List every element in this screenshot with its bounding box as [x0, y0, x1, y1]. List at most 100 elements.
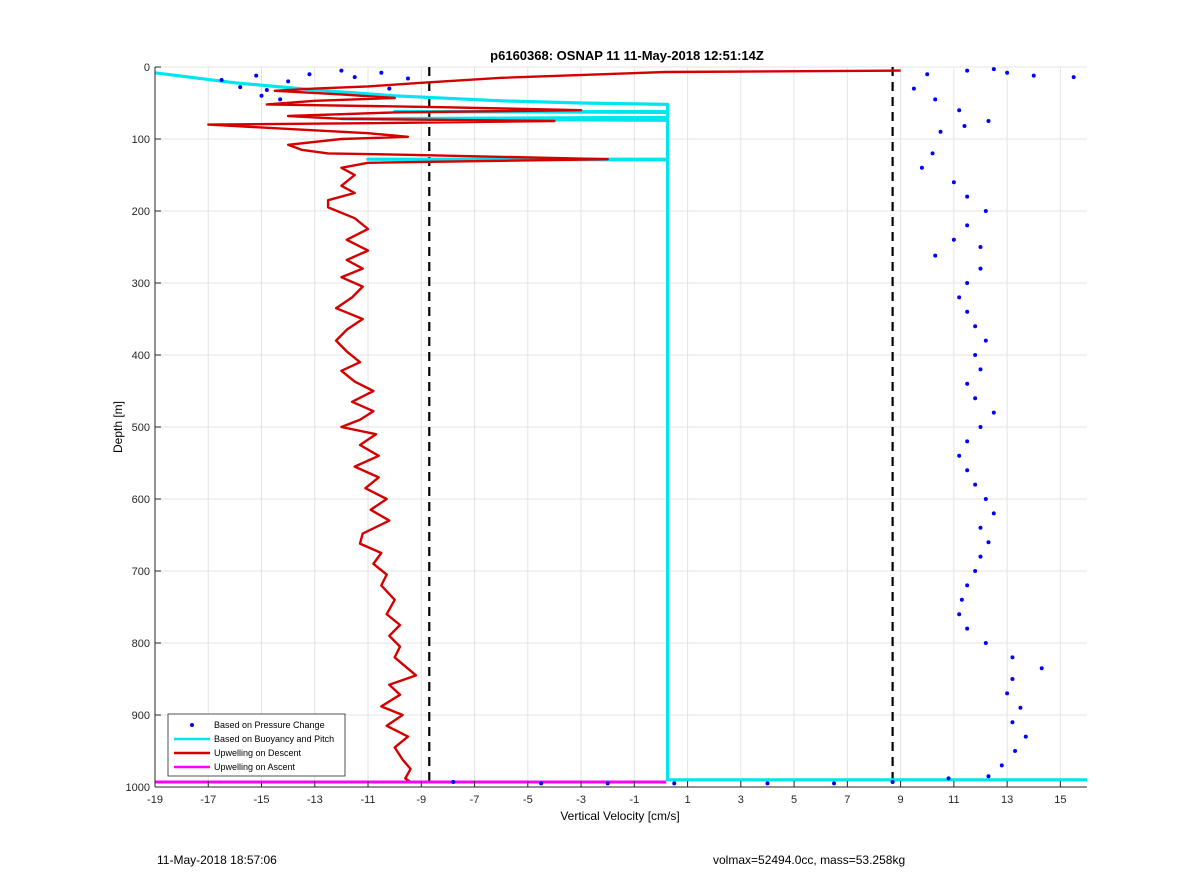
series-point	[965, 583, 970, 588]
x-tick-label: -17	[200, 794, 216, 806]
series-point	[965, 468, 970, 473]
series-point	[539, 781, 544, 786]
series-point	[965, 309, 970, 314]
series-point	[919, 165, 924, 170]
series-point	[1071, 75, 1076, 80]
x-tick-label: -1	[629, 794, 639, 806]
series-point	[983, 497, 988, 501]
series-point	[946, 776, 951, 781]
series-point	[991, 511, 996, 516]
chart-title: p6160368: OSNAP 11 11-May-2018 12:51:14Z	[490, 48, 764, 63]
x-tick-label: -5	[523, 794, 533, 806]
x-tick-label: 9	[898, 794, 904, 806]
x-tick-label: 11	[948, 794, 959, 806]
series-point	[890, 779, 895, 784]
axes: -19 -17 -15 -13 -11 -9 -7 -5 -3 -1 1 3 5 7 9 11 13 150100…	[126, 62, 1087, 806]
x-tick-label: 13	[1001, 794, 1013, 806]
series-point	[925, 72, 930, 77]
series-point	[973, 353, 978, 357]
y-tick-label: 900	[132, 710, 150, 722]
series-point	[965, 381, 970, 386]
series-point	[933, 97, 938, 102]
y-tick-label: 600	[132, 494, 150, 506]
series-point	[1039, 666, 1044, 671]
y-axis-label: Depth [m]	[111, 401, 125, 453]
series-point	[983, 641, 988, 645]
series-point	[1023, 734, 1028, 739]
series-point	[978, 425, 983, 429]
series-layer	[154, 67, 1087, 787]
series-point	[957, 295, 962, 300]
series-line	[207, 69, 901, 783]
series-point	[957, 612, 962, 617]
x-tick-label: -19	[147, 794, 163, 806]
series-point	[986, 540, 991, 545]
series-point	[983, 338, 988, 343]
series-point	[983, 209, 988, 213]
series-point	[1005, 70, 1010, 75]
series-point	[1018, 705, 1023, 710]
y-tick-label: 0	[144, 62, 150, 74]
legend-label: Based on Pressure Change	[214, 720, 325, 730]
series-point	[605, 781, 610, 786]
series-point	[387, 86, 392, 91]
series-point	[1031, 73, 1036, 78]
series-point	[951, 237, 956, 242]
series-point	[911, 86, 916, 91]
series-point	[1013, 749, 1018, 753]
y-tick-label: 1000	[126, 782, 150, 794]
series-point	[765, 781, 770, 786]
series-point	[962, 124, 967, 129]
y-tick-label: 100	[132, 134, 150, 146]
series-point	[965, 194, 970, 199]
series-point	[259, 93, 264, 98]
x-tick-label: -3	[576, 794, 586, 806]
series-point	[938, 129, 943, 134]
series-line	[154, 71, 1087, 782]
series-point	[1010, 655, 1015, 660]
y-tick-label: 500	[132, 422, 150, 434]
series-point	[965, 223, 970, 228]
series-point	[930, 151, 935, 156]
series-point	[986, 774, 991, 779]
x-tick-label: -7	[470, 794, 480, 806]
series-point	[254, 73, 259, 78]
legend-label: Upwelling on Descent	[214, 748, 302, 758]
series-point	[957, 453, 962, 458]
series-point	[405, 76, 410, 81]
series-point	[965, 439, 970, 444]
series-point	[999, 763, 1004, 768]
series-point	[973, 482, 978, 487]
series-point	[986, 119, 991, 123]
series-point	[219, 77, 224, 82]
series-point	[965, 68, 970, 73]
series-point	[286, 79, 291, 84]
legend: Based on Pressure Change Based on Buoyanc…	[167, 713, 346, 777]
series-point	[973, 324, 978, 329]
series-point	[973, 569, 978, 573]
series-point	[1010, 677, 1015, 681]
series-point	[832, 781, 837, 786]
y-tick-label: 800	[132, 638, 150, 650]
grid	[154, 66, 1087, 788]
x-tick-label: 15	[1054, 794, 1066, 806]
series-point	[978, 525, 983, 530]
series-point	[933, 253, 938, 258]
series-point	[991, 410, 996, 415]
x-axis-label: Vertical Velocity [cm/s]	[560, 809, 679, 823]
series-point	[978, 266, 983, 271]
series-point	[379, 70, 384, 75]
x-tick-label: -11	[360, 794, 375, 806]
x-tick-label: -13	[307, 794, 323, 806]
legend-label: Upwelling on Ascent	[214, 762, 296, 772]
series-point	[951, 180, 956, 185]
legend-box	[167, 713, 346, 777]
series-point	[352, 75, 357, 80]
series-point	[307, 72, 312, 77]
x-tick-label: 5	[791, 794, 797, 806]
y-tick-label: 700	[132, 566, 150, 578]
x-tick-label: 1	[685, 794, 691, 806]
series-point	[238, 85, 243, 90]
series-point	[1010, 720, 1015, 725]
y-tick-label: 300	[132, 278, 150, 290]
